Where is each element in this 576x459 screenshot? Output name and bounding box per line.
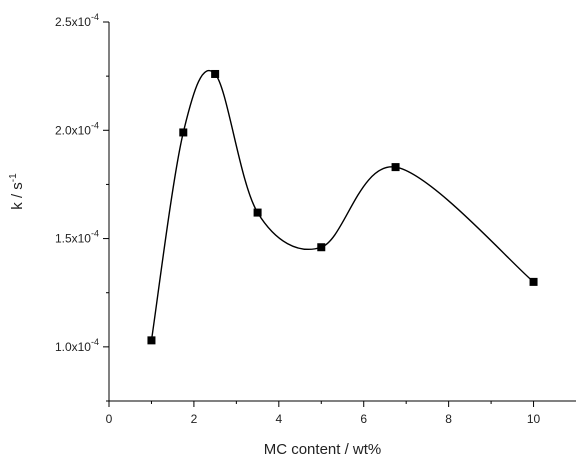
- data-point: [147, 336, 156, 345]
- x-tick-label: 0: [106, 412, 113, 426]
- y-tick-label: 2.5x10-4: [55, 12, 99, 29]
- x-tick-label: 4: [275, 412, 282, 426]
- y-axis-title-main: k / s: [9, 182, 26, 210]
- x-tick-label: 8: [445, 412, 452, 426]
- x-tick-label: 10: [527, 412, 541, 426]
- data-point: [179, 128, 188, 137]
- y-tick-label: 1.0x10-4: [55, 337, 99, 354]
- data-markers: [147, 69, 538, 345]
- data-point: [211, 69, 220, 78]
- data-point: [317, 243, 326, 252]
- x-axis-title: MC content / wt%: [264, 441, 382, 458]
- data-point: [529, 277, 538, 286]
- series-line: [150, 69, 534, 341]
- y-tick-label: 2.0x10-4: [55, 120, 99, 137]
- x-tick-label: 2: [191, 412, 198, 426]
- ticks: 0 2 4 6 8 10 1.0x10-4 1.5x10-4 2.0x10-4 2.5x10-4: [55, 12, 541, 426]
- y-axis-title-superscript: -1: [8, 173, 19, 182]
- y-tick-label: 1.5x10-4: [55, 229, 99, 246]
- x-tick-label: 6: [360, 412, 367, 426]
- data-point: [391, 163, 400, 172]
- y-axis-title: k / s-1: [8, 173, 26, 210]
- data-point: [253, 208, 262, 217]
- series-curve: [150, 69, 534, 341]
- axes: [108, 22, 576, 402]
